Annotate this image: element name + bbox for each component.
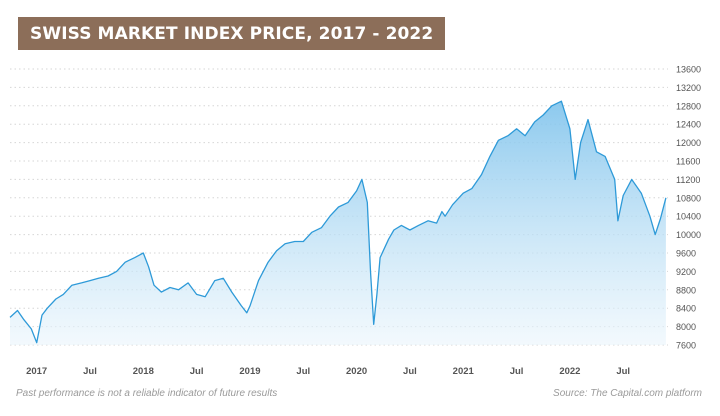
x-tick-label: 2021	[453, 366, 475, 377]
x-tick-label: Jul	[83, 366, 97, 377]
y-tick-label: 10400	[676, 212, 701, 222]
y-tick-label: 9600	[676, 249, 696, 259]
x-tick-label: 2017	[26, 366, 47, 377]
x-tick-label: Jul	[510, 366, 524, 377]
y-tick-label: 11200	[676, 175, 700, 185]
x-tick-label: Jul	[190, 366, 204, 377]
x-axis-ticks: 2017 Jul 2018 Jul 2019 Jul 2020 Jul 2021 Jul 2022 J…	[26, 366, 630, 377]
y-tick-label: 13600	[676, 65, 701, 75]
disclaimer-text: Past performance is not a reliable indic…	[16, 388, 278, 399]
y-tick-label: 12800	[676, 101, 701, 111]
y-tick-label: 12000	[676, 138, 701, 148]
y-tick-label: 7600	[676, 341, 696, 351]
x-tick-label: Jul	[296, 366, 310, 377]
y-tick-label: 13200	[676, 83, 701, 93]
x-tick-label: 2018	[133, 366, 154, 377]
y-tick-label: 8800	[676, 285, 696, 295]
y-tick-label: 12400	[676, 120, 701, 130]
x-tick-label: Jul	[616, 366, 630, 377]
x-tick-label: 2019	[239, 366, 260, 377]
y-tick-label: 10800	[676, 193, 701, 203]
price-area	[10, 101, 666, 345]
chart-title: SWISS MARKET INDEX PRICE, 2017 - 2022	[18, 17, 446, 50]
price-line	[9, 100, 667, 344]
y-axis-ticks: 13600 13200 12800 12400 12000 11600 11200 10800…	[676, 65, 701, 351]
x-tick-label: Jul	[403, 366, 417, 377]
y-tick-label: 10000	[676, 230, 701, 240]
y-tick-label: 11600	[676, 157, 700, 167]
y-tick-label: 9200	[676, 267, 696, 277]
y-tick-label: 8400	[676, 304, 696, 314]
y-tick-label: 8000	[676, 322, 696, 332]
x-tick-label: 2022	[559, 366, 580, 377]
x-tick-label: 2020	[346, 366, 367, 377]
source-text: Source: The Capital.com platform	[553, 388, 702, 399]
